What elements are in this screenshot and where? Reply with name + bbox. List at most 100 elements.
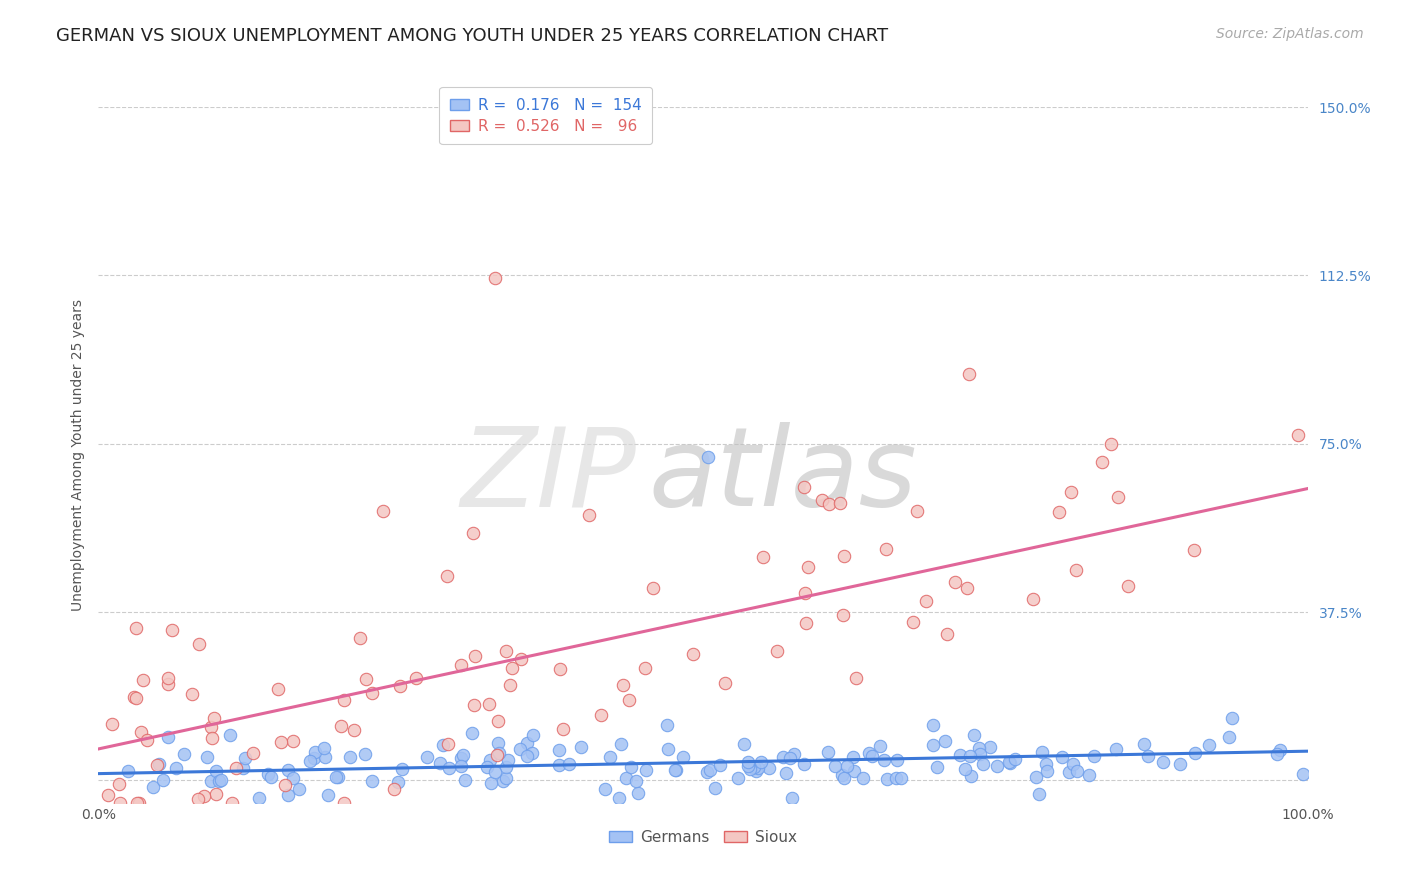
Point [436, 569, 458, 583]
Point [875, 541, 897, 556]
Point [281, 734, 304, 748]
Point [704, 781, 727, 796]
Point [450, 751, 472, 765]
Point [772, 750, 794, 764]
Point [793, 757, 815, 772]
Point [1047, 505, 1070, 519]
Point [1184, 747, 1206, 761]
Point [316, 789, 339, 803]
Point [108, 796, 131, 810]
Point [793, 479, 815, 493]
Point [626, 774, 648, 789]
Point [664, 763, 686, 777]
Point [614, 771, 637, 785]
Point [495, 644, 517, 658]
Point [997, 756, 1019, 770]
Point [672, 750, 695, 764]
Point [205, 764, 228, 779]
Point [232, 762, 254, 776]
Point [509, 742, 531, 756]
Point [783, 747, 806, 761]
Point [922, 738, 945, 752]
Point [270, 735, 292, 749]
Point [1116, 579, 1139, 593]
Point [461, 526, 484, 541]
Point [486, 736, 509, 750]
Point [454, 773, 477, 788]
Point [553, 722, 575, 736]
Point [742, 759, 765, 773]
Point [450, 758, 472, 772]
Point [187, 637, 209, 651]
Point [967, 741, 990, 756]
Point [905, 504, 928, 518]
Point [516, 749, 538, 764]
Point [957, 367, 980, 381]
Point [1182, 543, 1205, 558]
Point [209, 772, 232, 787]
Point [696, 765, 718, 780]
Point [1286, 427, 1309, 442]
Point [747, 761, 769, 775]
Point [969, 747, 991, 761]
Point [737, 755, 759, 769]
Point [612, 678, 634, 692]
Point [824, 759, 846, 773]
Point [1218, 731, 1240, 745]
Point [484, 270, 506, 285]
Point [727, 771, 749, 785]
Point [758, 761, 780, 775]
Point [107, 777, 129, 791]
Point [1099, 437, 1122, 451]
Point [277, 789, 299, 803]
Point [486, 714, 509, 728]
Point [876, 772, 898, 786]
Point [432, 738, 454, 752]
Point [842, 764, 865, 778]
Point [461, 726, 484, 740]
Point [233, 751, 256, 765]
Point [1083, 749, 1105, 764]
Point [745, 764, 768, 779]
Point [558, 756, 581, 771]
Point [832, 771, 855, 785]
Point [201, 731, 224, 745]
Point [1004, 752, 1026, 766]
Text: Source: ZipAtlas.com: Source: ZipAtlas.com [1216, 27, 1364, 41]
Point [314, 750, 336, 764]
Point [501, 661, 523, 675]
Point [354, 672, 377, 686]
Point [117, 764, 139, 779]
Point [979, 740, 1001, 755]
Point [548, 743, 571, 757]
Point [845, 671, 868, 685]
Point [1133, 737, 1156, 751]
Point [148, 756, 170, 771]
Point [486, 747, 509, 762]
Point [475, 760, 498, 774]
Point [633, 661, 655, 675]
Point [1136, 749, 1159, 764]
Point [325, 770, 347, 784]
Point [665, 764, 688, 778]
Point [1270, 743, 1292, 757]
Point [972, 757, 994, 772]
Point [302, 751, 325, 765]
Point [416, 750, 439, 764]
Point [733, 737, 755, 751]
Point [478, 697, 501, 711]
Point [328, 771, 350, 785]
Point [1152, 755, 1174, 769]
Point [495, 771, 517, 785]
Point [520, 747, 543, 761]
Point [478, 754, 501, 768]
Point [963, 728, 986, 742]
Point [388, 680, 411, 694]
Point [834, 549, 856, 563]
Point [205, 787, 228, 801]
Point [852, 771, 875, 785]
Point [779, 751, 801, 765]
Point [903, 615, 925, 630]
Text: atlas: atlas [648, 422, 917, 529]
Point [128, 796, 150, 810]
